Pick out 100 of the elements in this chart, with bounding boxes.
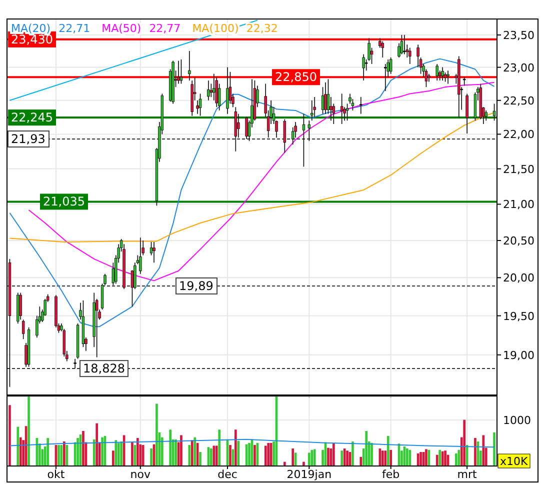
bar: [46, 438, 49, 466]
candlestick: [492, 103, 496, 121]
bar: [169, 430, 172, 466]
x-tick-label: feb: [382, 468, 400, 481]
bar: [199, 452, 202, 466]
bar: [365, 431, 368, 466]
bar: [474, 438, 476, 466]
bar: [292, 448, 294, 466]
bar: [96, 423, 98, 466]
bar: [180, 435, 182, 466]
bar: [190, 440, 194, 466]
bar: [302, 462, 305, 466]
annotation: 22,71: [58, 22, 90, 35]
x-tick-label: nov: [130, 468, 151, 481]
candlestick: [74, 358, 76, 369]
candlestick: [324, 82, 327, 114]
candlestick: [198, 93, 202, 116]
bar: [248, 442, 250, 466]
candlestick: [207, 80, 210, 101]
candlestick: [313, 96, 316, 118]
bar: [458, 450, 460, 466]
candlestick: [152, 242, 156, 264]
candlestick: [384, 64, 387, 92]
ref-line-label: 21,93: [11, 132, 46, 146]
bar: [19, 437, 22, 466]
y-tick-label: 20,50: [503, 234, 534, 248]
candlestick: [403, 34, 406, 55]
candlestick: [215, 76, 218, 108]
bar: [493, 432, 496, 466]
candlestick: [237, 113, 240, 138]
candlestick: [416, 44, 420, 68]
candlestick: [22, 319, 25, 340]
candlestick: [283, 118, 286, 154]
x-tick-label: dec: [218, 468, 238, 481]
bar: [218, 430, 220, 466]
y-tick-label: 23,50: [503, 28, 534, 42]
bar: [16, 426, 20, 466]
bar: [28, 396, 30, 466]
bar: [384, 450, 387, 466]
bar: [136, 438, 139, 466]
bar: [308, 452, 310, 466]
bar: [436, 454, 438, 466]
bar: [390, 450, 392, 466]
bar: [215, 446, 218, 466]
candlestick: [441, 66, 444, 81]
x-tick-label: mrt: [457, 468, 478, 481]
ref-line-label: 18,828: [83, 362, 125, 376]
ref-line-label: 22,245: [11, 110, 53, 125]
candlestick: [310, 100, 314, 121]
x-tick-label: 2019jan: [286, 468, 332, 481]
bar: [482, 435, 485, 466]
bar: [352, 442, 354, 466]
bar: [117, 442, 120, 466]
ref-line-label: 21,035: [43, 194, 85, 209]
bar: [360, 456, 362, 466]
candlestick: [362, 54, 365, 81]
bar: [406, 448, 408, 466]
bar: [8, 405, 11, 466]
bar: [114, 440, 118, 466]
bar: [438, 450, 441, 466]
bar: [420, 452, 422, 466]
candlestick: [381, 40, 384, 58]
candlestick: [400, 34, 404, 55]
bar: [264, 446, 267, 466]
bar: [346, 450, 348, 466]
candlestick: [302, 113, 306, 168]
candlestick: [245, 116, 248, 140]
candlestick: [226, 66, 229, 114]
candlestick: [177, 60, 180, 84]
bar: [76, 438, 79, 466]
y-tick-label: 21,50: [503, 162, 534, 176]
annotation: 22,32: [246, 22, 278, 35]
bar: [120, 442, 122, 466]
candlestick: [466, 93, 468, 134]
bar: [229, 445, 232, 466]
bar: [455, 453, 458, 466]
candlestick: [321, 86, 324, 114]
y-tick-label: 23,00: [503, 61, 534, 74]
text: MA(20): [11, 22, 51, 35]
bar: [284, 462, 286, 466]
bar: [66, 445, 68, 466]
y-tick-label: 22,00: [503, 128, 534, 142]
line-series: [9, 112, 495, 242]
candlestick: [139, 237, 142, 274]
bar: [237, 440, 240, 466]
bar: [194, 437, 196, 466]
candlestick: [436, 64, 438, 81]
bar: [370, 442, 373, 466]
bar: [188, 445, 191, 466]
bar: [174, 439, 177, 466]
bar: [234, 430, 237, 466]
candlestick: [389, 57, 392, 74]
candlestick: [180, 59, 183, 84]
bar: [142, 445, 144, 466]
candlestick: [346, 103, 349, 121]
bar: [150, 448, 152, 466]
candlestick: [370, 47, 374, 64]
bar: [156, 404, 158, 466]
candlestick: [408, 47, 412, 64]
candlestick: [130, 270, 134, 307]
